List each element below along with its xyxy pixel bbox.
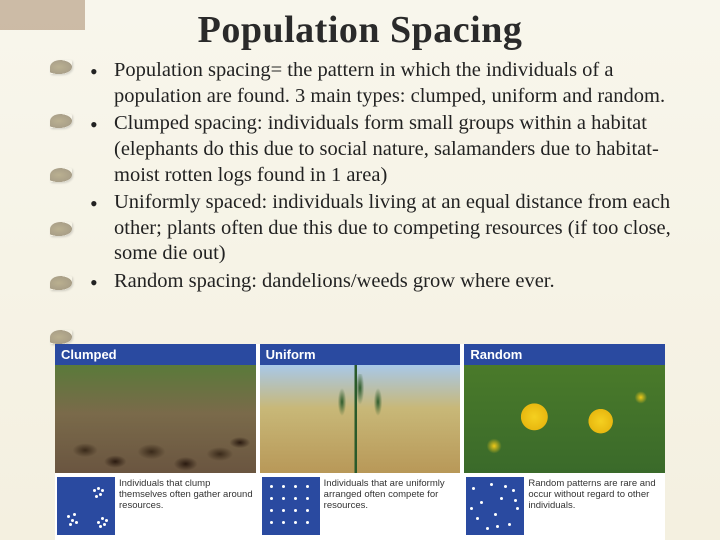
panel-caption: Individuals that are uniformly arranged … bbox=[324, 477, 459, 538]
panel-bottom: Individuals that clump themselves often … bbox=[55, 473, 256, 540]
panel-bottom: Individuals that are uniformly arranged … bbox=[260, 473, 461, 540]
bullet-list: Population spacing= the pattern in which… bbox=[86, 58, 694, 297]
panel-header: Random bbox=[464, 344, 665, 365]
dot-diagram-clumped bbox=[57, 477, 115, 535]
bullet-item: Clumped spacing: individuals form small … bbox=[86, 111, 694, 188]
decor-leaf-strip bbox=[50, 60, 80, 340]
dot-diagram-random bbox=[466, 477, 524, 535]
panel-caption: Individuals that clump themselves often … bbox=[119, 477, 254, 538]
panel-random: Random Random patterns are rare and occu… bbox=[464, 344, 665, 540]
panel-image-clumped bbox=[55, 365, 256, 473]
panel-clumped: Clumped Individuals that clump themselve… bbox=[55, 344, 256, 540]
slide-title: Population Spacing bbox=[0, 8, 720, 52]
panel-header: Uniform bbox=[260, 344, 461, 365]
bullet-item: Random spacing: dandelions/weeds grow wh… bbox=[86, 269, 694, 295]
panel-header: Clumped bbox=[55, 344, 256, 365]
panel-uniform: Uniform Individuals that are uniformly a… bbox=[260, 344, 461, 540]
bullet-item: Uniformly spaced: individuals living at … bbox=[86, 190, 694, 267]
dot-diagram-uniform bbox=[262, 477, 320, 535]
panel-caption: Random patterns are rare and occur witho… bbox=[528, 477, 663, 538]
panel-image-uniform bbox=[260, 365, 461, 473]
panel-image-random bbox=[464, 365, 665, 473]
bullet-item: Population spacing= the pattern in which… bbox=[86, 58, 694, 109]
panel-bottom: Random patterns are rare and occur witho… bbox=[464, 473, 665, 540]
spacing-panels: Clumped Individuals that clump themselve… bbox=[55, 344, 665, 540]
